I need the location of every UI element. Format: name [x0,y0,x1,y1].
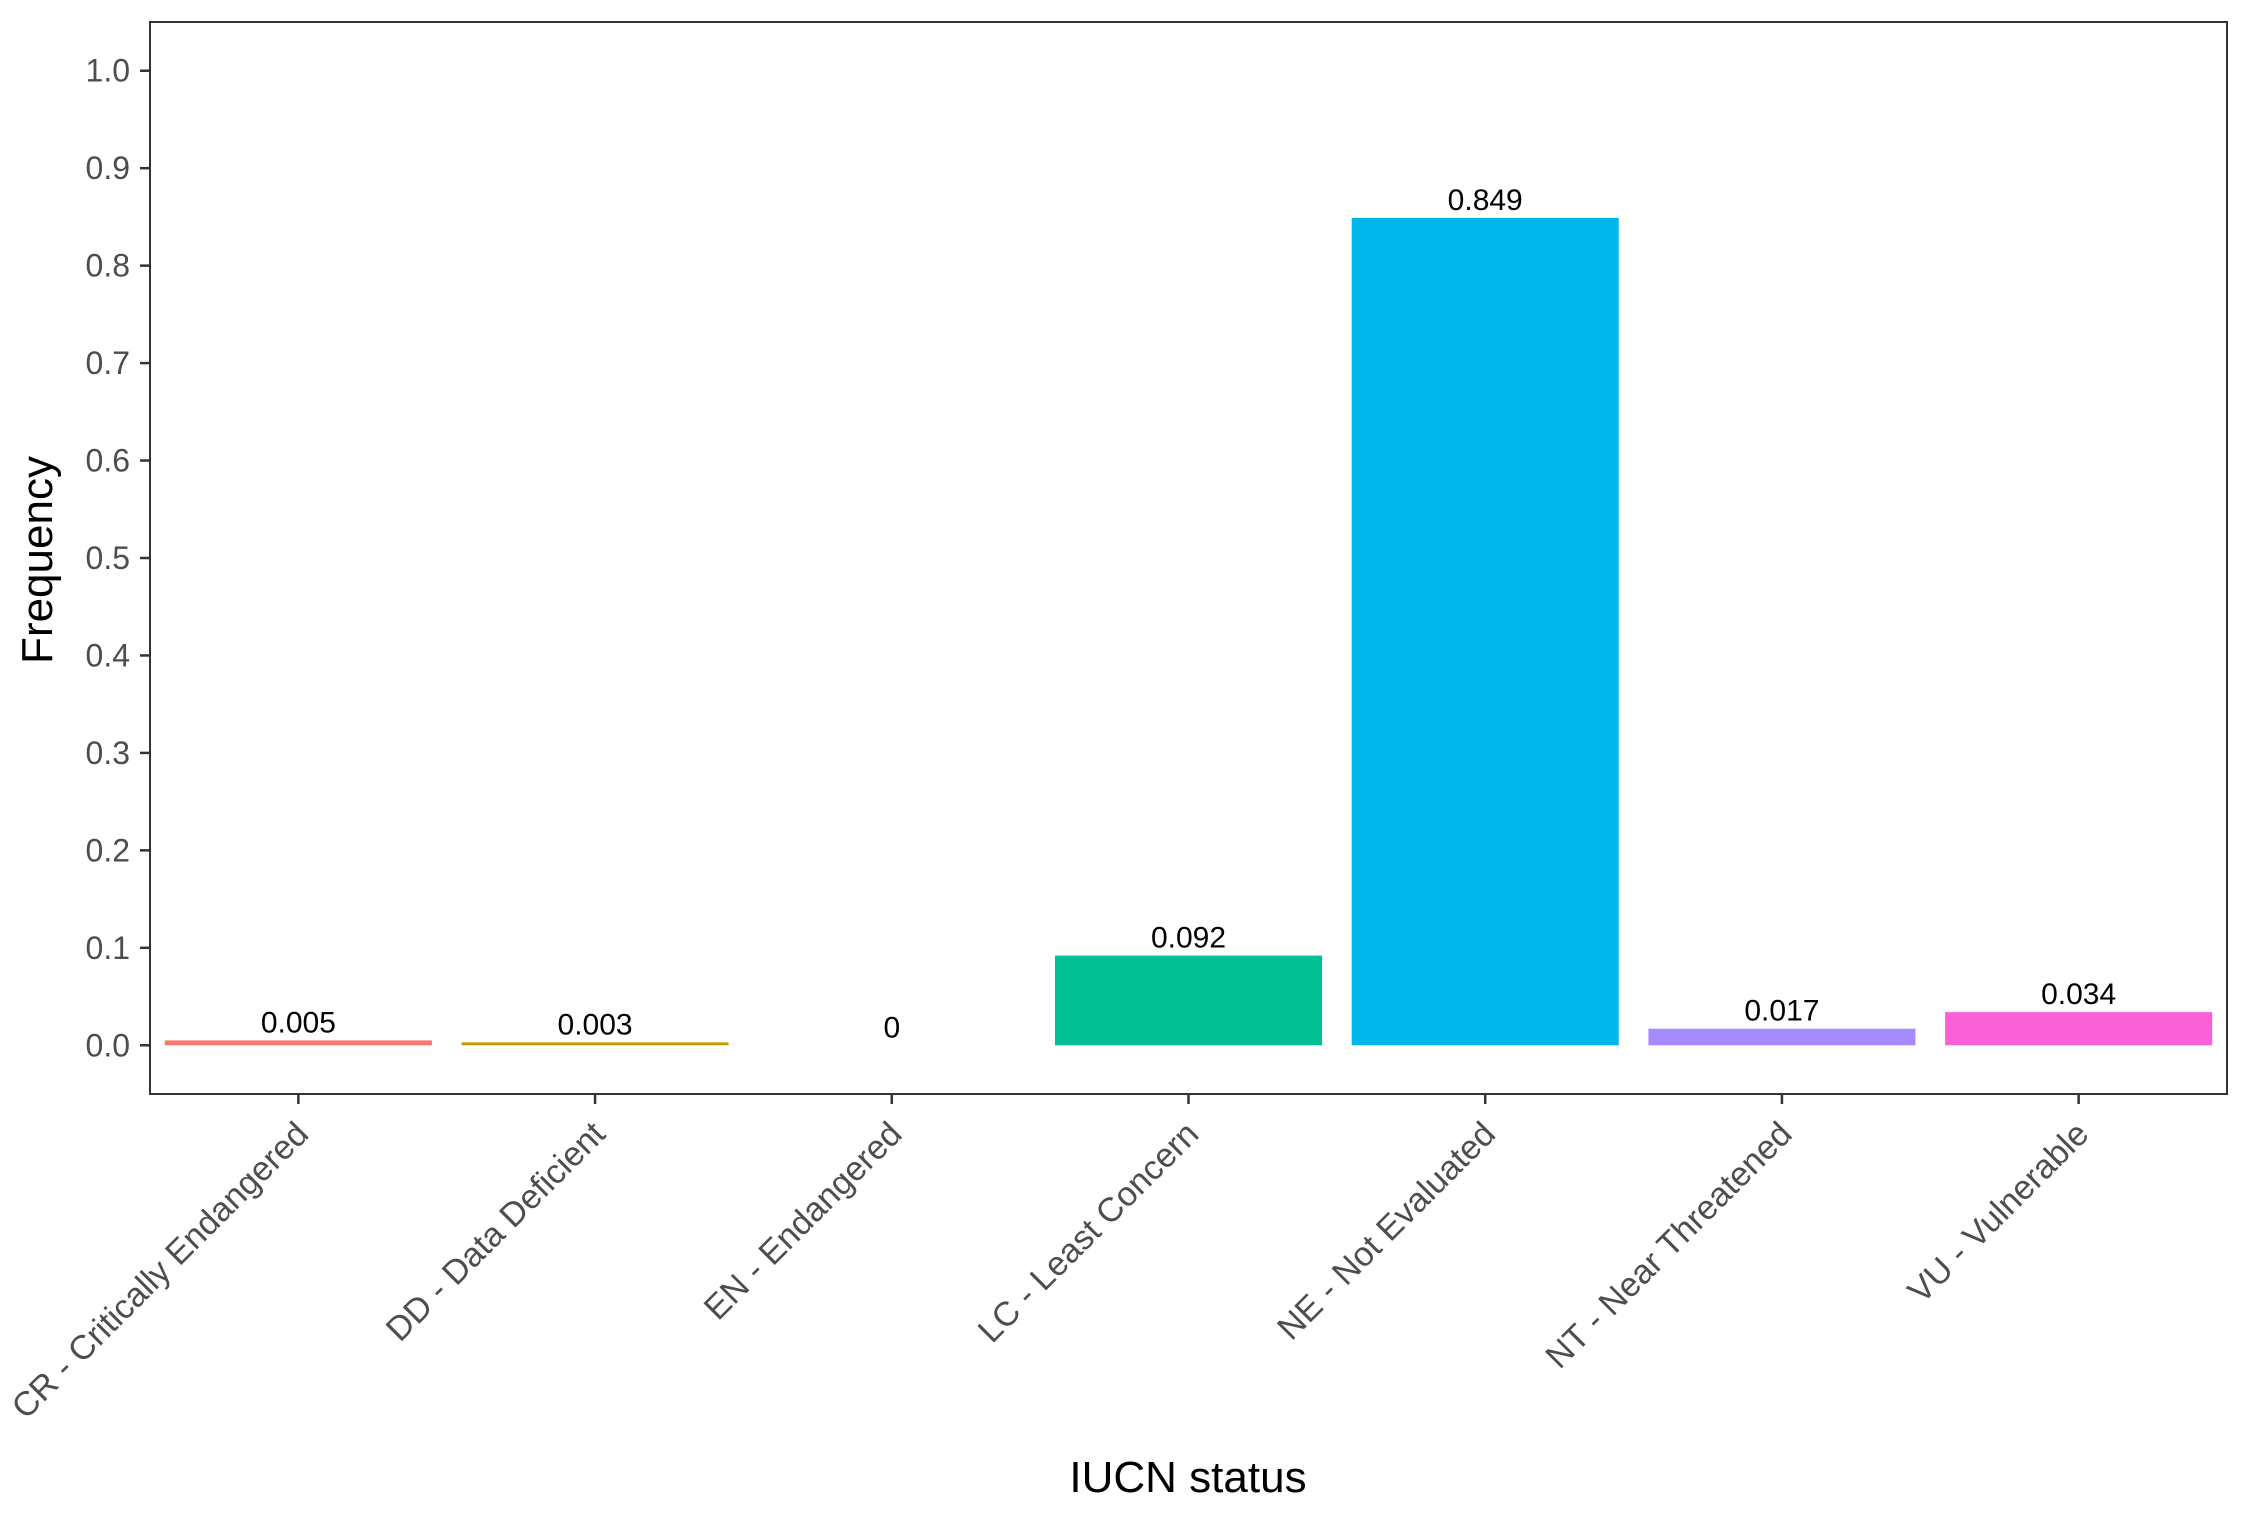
x-tick-label: NT - Near Threatened [1538,1115,1799,1376]
data-label: 0.034 [2041,978,2116,1011]
data-label: 0.017 [1744,995,1819,1028]
data-label: 0.092 [1151,922,1226,955]
plot-area: 0.0 0.1 0.2 0.3 0.4 0.5 0.6 0.7 0.8 0.9 1.0 0.005 CR… [5,21,2228,1426]
x-tick-label: EN - Endangered [697,1115,910,1328]
y-tick-label: 0.9 [86,150,130,186]
bar [1351,217,1619,1046]
data-label: 0.005 [261,1006,336,1039]
y-tick-label: 0.1 [86,930,130,966]
x-axis-title: IUCN status [1069,1453,1306,1502]
bar [461,1042,729,1046]
y-tick-label: 0.7 [86,345,130,381]
y-tick-label: 0.2 [86,832,130,868]
bar [1945,1012,2213,1046]
bar [1648,1028,1916,1046]
data-label: 0.849 [1448,184,1523,217]
x-tick-label: LC - Least Concern [971,1115,1206,1350]
y-tick-label: 0.0 [86,1027,130,1063]
y-tick-label: 0.8 [86,248,130,284]
x-tick-label: DD - Data Deficient [379,1114,613,1348]
y-axis-title: Frequency [13,456,62,664]
x-tick-label: NE - Not Evaluated [1270,1115,1503,1348]
y-tick-label: 1.0 [86,53,130,89]
x-tick-label: VU - Vulnerable [1901,1115,2097,1311]
data-label: 0 [883,1011,900,1044]
y-tick-label: 0.3 [86,735,130,771]
data-label: 0.003 [558,1008,633,1041]
bar [164,1040,432,1046]
y-tick-label: 0.6 [86,443,130,479]
bar [1054,955,1323,1046]
y-tick-label: 0.4 [86,637,130,673]
y-tick-label: 0.5 [86,540,130,576]
x-tick-label: CR - Critically Endangered [5,1115,316,1426]
